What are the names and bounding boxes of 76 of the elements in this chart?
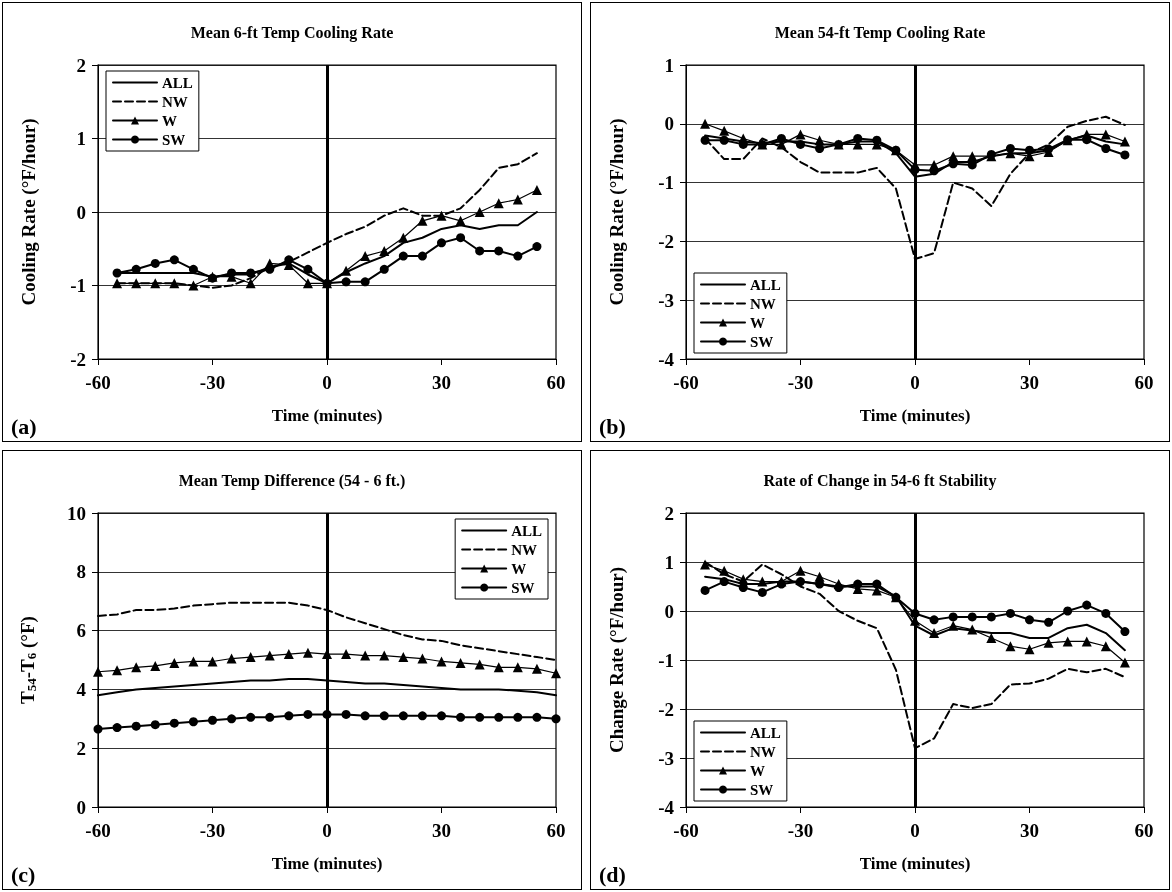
x-tick-label: 60 bbox=[546, 820, 566, 841]
legend-label: ALL bbox=[162, 74, 193, 91]
y-tick-label: 1 bbox=[76, 128, 86, 149]
x-tick-label: 30 bbox=[432, 820, 451, 841]
text: (b) bbox=[599, 413, 626, 439]
x-tick-label: 0 bbox=[322, 820, 332, 841]
x-tick-label: 60 bbox=[1134, 820, 1154, 841]
x-tick-label: -30 bbox=[199, 820, 226, 841]
y-tick-label: 0 bbox=[664, 113, 674, 135]
y-tick-label: 1 bbox=[664, 551, 674, 573]
x-tick-label: 0 bbox=[322, 372, 332, 393]
legend-label: ALL bbox=[750, 724, 781, 741]
x-tick-label: -60 bbox=[85, 820, 111, 841]
chart-title: Mean 54-ft Temp Cooling Rate bbox=[774, 23, 986, 42]
y-tick-label: -3 bbox=[658, 747, 674, 769]
y-tick-label: -2 bbox=[658, 698, 674, 720]
legend-label: SW bbox=[750, 781, 774, 798]
y-tick-label: 8 bbox=[76, 561, 86, 583]
x-tick-label: 0 bbox=[910, 372, 920, 393]
y-tick-label: -4 bbox=[658, 796, 675, 818]
y-tick-label: -1 bbox=[658, 172, 674, 194]
x-tick-label: -30 bbox=[199, 372, 226, 393]
x-tick-label: -60 bbox=[673, 372, 699, 393]
chart-title: Rate of Change in 54-6 ft Stability bbox=[763, 471, 997, 490]
legend-label: NW bbox=[162, 93, 188, 110]
y-tick-label: -2 bbox=[70, 348, 86, 370]
y-tick-label: 0 bbox=[76, 796, 86, 818]
legend-label: NW bbox=[750, 295, 776, 312]
legend-label: ALL bbox=[750, 276, 781, 293]
x-tick-label: 30 bbox=[432, 372, 451, 393]
x-tick-label: 30 bbox=[1020, 820, 1039, 841]
legend-label: ALL bbox=[511, 522, 542, 539]
x-tick-label: 0 bbox=[910, 820, 920, 841]
x-tick-label: -60 bbox=[673, 820, 699, 841]
x-axis-title: Time (minutes) bbox=[859, 854, 971, 873]
x-tick-label: 60 bbox=[1134, 372, 1154, 393]
y-tick-label: -3 bbox=[658, 289, 674, 311]
x-axis-title: Time (minutes) bbox=[859, 406, 971, 425]
x-tick-label: -30 bbox=[787, 372, 814, 393]
y-axis-title: Cooling Rate (°F/hour) bbox=[18, 118, 40, 306]
legend-label: W bbox=[750, 314, 765, 331]
y-axis-title: T54-T6 (°F) bbox=[17, 616, 39, 704]
legend-label: W bbox=[511, 560, 527, 577]
y-tick-label: -2 bbox=[658, 230, 674, 252]
text: (c) bbox=[11, 861, 36, 887]
legend-label: NW bbox=[750, 743, 776, 760]
y-axis-title: Cooling Rate (°F/hour) bbox=[606, 118, 628, 306]
chart-title: Mean 6-ft Temp Cooling Rate bbox=[190, 23, 394, 42]
text: (d) bbox=[599, 861, 626, 887]
x-tick-label: -30 bbox=[787, 820, 814, 841]
legend-label: W bbox=[750, 762, 765, 779]
y-tick-label: -4 bbox=[658, 348, 675, 370]
x-axis-title: Time (minutes) bbox=[271, 854, 383, 873]
y-tick-label: 2 bbox=[664, 502, 674, 524]
legend-label: SW bbox=[750, 333, 774, 350]
y-tick-label: 2 bbox=[76, 737, 86, 759]
legend-label: W bbox=[162, 112, 177, 129]
chart-title: Mean Temp Difference (54 - 6 ft.) bbox=[178, 471, 406, 490]
text: (a) bbox=[11, 413, 37, 439]
y-tick-label: 0 bbox=[76, 201, 86, 223]
y-tick-label: 10 bbox=[67, 502, 86, 524]
y-tick-label: 2 bbox=[76, 54, 86, 76]
x-tick-label: 30 bbox=[1020, 372, 1039, 393]
legend-label: SW bbox=[511, 579, 535, 596]
y-axis-title: Change Rate (°F/hour) bbox=[606, 567, 628, 753]
x-tick-label: -60 bbox=[85, 372, 111, 393]
x-tick-label: 60 bbox=[546, 372, 566, 393]
legend-label: SW bbox=[162, 131, 186, 148]
y-tick-label: 4 bbox=[76, 678, 87, 700]
y-tick-label: -1 bbox=[658, 649, 674, 671]
legend-label: NW bbox=[511, 541, 537, 558]
y-tick-label: 0 bbox=[664, 600, 674, 622]
y-tick-label: 1 bbox=[664, 54, 674, 76]
y-tick-label: -1 bbox=[70, 275, 86, 296]
x-axis-title: Time (minutes) bbox=[271, 406, 383, 425]
y-tick-label: 6 bbox=[76, 620, 86, 642]
